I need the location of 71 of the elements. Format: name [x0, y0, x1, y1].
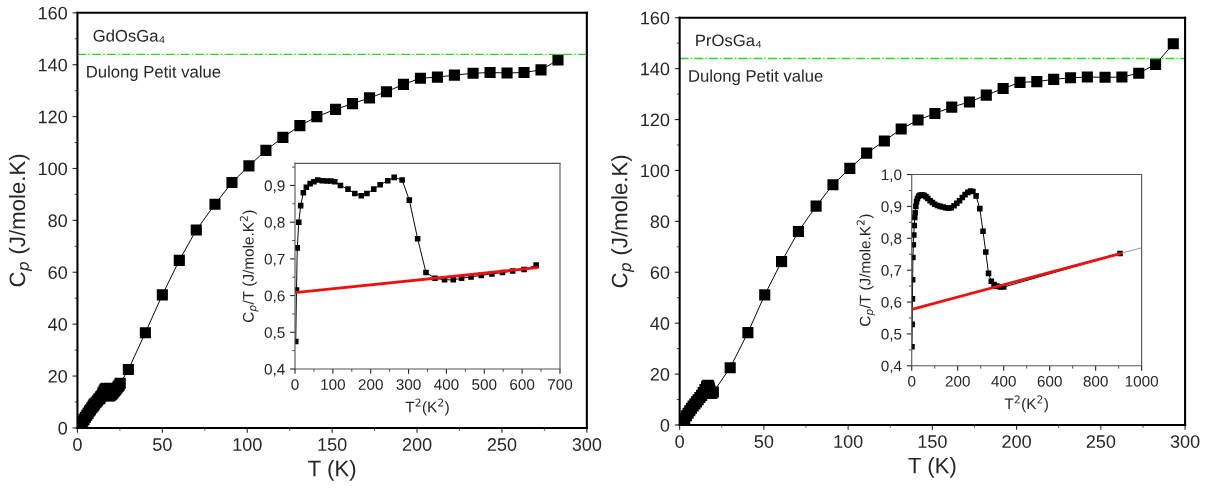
x-tick-label: 0 — [291, 379, 299, 390]
x-tick-label: 200 — [945, 375, 970, 387]
x-tick-label: 0 — [73, 438, 82, 451]
y-tick-label: 0,9 — [881, 201, 902, 214]
ref-line-label: Dulong Petit value — [87, 65, 221, 81]
x-tick-label: 1000 — [1125, 375, 1159, 387]
x-tick-label: 100 — [321, 379, 345, 390]
y-tick-label: 0,4 — [881, 360, 902, 374]
x-axis-title: T$^{2}$(K$^{2}$) — [1004, 395, 1048, 413]
y-tick-label: 60 — [48, 266, 68, 279]
y-tick-label: 0,5 — [881, 328, 902, 342]
y-axis-title: C$_{p}$/T (J/mole.K$^{2}$) — [856, 214, 876, 326]
y-tick-label: 0,7 — [264, 253, 285, 267]
x-tick-label: 300 — [396, 379, 421, 390]
y-tick-label: 60 — [650, 266, 670, 279]
y-tick-label: 120 — [38, 110, 68, 124]
y-tick-label: 0,5 — [264, 327, 285, 340]
x-tick-label: 500 — [472, 379, 497, 390]
x-axis-title: T (K) — [308, 460, 356, 481]
x-tick-label: 300 — [1170, 435, 1200, 448]
x-tick-label: 200 — [358, 379, 383, 390]
x-tick-label: 100 — [834, 435, 863, 448]
y-tick-label: 160 — [641, 11, 670, 25]
x-axis-title: T (K) — [908, 457, 956, 478]
x-tick-label: 400 — [991, 375, 1016, 387]
y-tick-label: 0 — [660, 418, 670, 432]
y-tick-label: 120 — [641, 113, 670, 127]
y-axis-title: C$_{p}$ (J/mole.K) — [611, 155, 635, 288]
y-tick-label: 140 — [38, 58, 68, 72]
text: GdOsGa₄ — [93, 29, 165, 43]
y-tick-label: 0,4 — [264, 363, 285, 377]
y-axis-title: C$_{p}$/T (J/mole.K$^{2}$) — [239, 210, 259, 323]
y-tick-label: 0 — [58, 421, 68, 435]
x-tick-label: 250 — [1086, 435, 1116, 448]
ref-line-label: Dulong Petit value — [689, 69, 823, 86]
x-tick-label: 150 — [318, 438, 347, 451]
y-tick-label: 0,6 — [881, 296, 902, 310]
y-tick-label: 20 — [650, 368, 670, 381]
y-tick-label: 0,8 — [881, 233, 902, 246]
y-tick-label: 100 — [641, 164, 670, 178]
x-tick-label: 600 — [510, 379, 535, 390]
x-tick-label: 50 — [153, 438, 172, 451]
x-tick-label: 50 — [754, 435, 774, 448]
y-tick-label: 1,0 — [881, 169, 902, 183]
x-tick-label: 300 — [572, 438, 602, 451]
text: PrOsGa₄ — [696, 34, 762, 48]
x-tick-label: 100 — [233, 438, 262, 451]
y-tick-label: 100 — [38, 162, 68, 176]
x-tick-label: 0 — [675, 435, 684, 448]
y-tick-label: 80 — [48, 214, 68, 228]
x-tick-label: 200 — [402, 438, 432, 451]
x-axis-title: T$^{2}$(K$^{2}$) — [405, 398, 449, 416]
y-tick-label: 80 — [650, 215, 670, 229]
y-tick-label: 20 — [48, 369, 68, 383]
y-tick-label: 140 — [641, 62, 670, 76]
x-tick-label: 400 — [434, 379, 459, 390]
y-tick-label: 40 — [48, 318, 68, 331]
y-tick-label: 160 — [38, 6, 68, 20]
x-tick-label: 800 — [1083, 375, 1108, 387]
y-tick-label: 0,7 — [881, 265, 902, 278]
y-tick-label: 0,6 — [264, 290, 285, 304]
y-tick-label: 0,8 — [264, 217, 285, 230]
x-tick-label: 600 — [1037, 375, 1062, 387]
y-tick-label: 0,9 — [264, 180, 285, 193]
x-tick-label: 250 — [487, 438, 517, 451]
y-axis-title: C$_{p}$ (J/mole.K) — [8, 154, 32, 287]
x-tick-label: 700 — [548, 379, 573, 390]
x-tick-label: 200 — [1002, 435, 1031, 448]
x-tick-label: 0 — [908, 375, 916, 387]
y-tick-label: 40 — [650, 317, 670, 330]
x-tick-label: 150 — [918, 435, 947, 448]
